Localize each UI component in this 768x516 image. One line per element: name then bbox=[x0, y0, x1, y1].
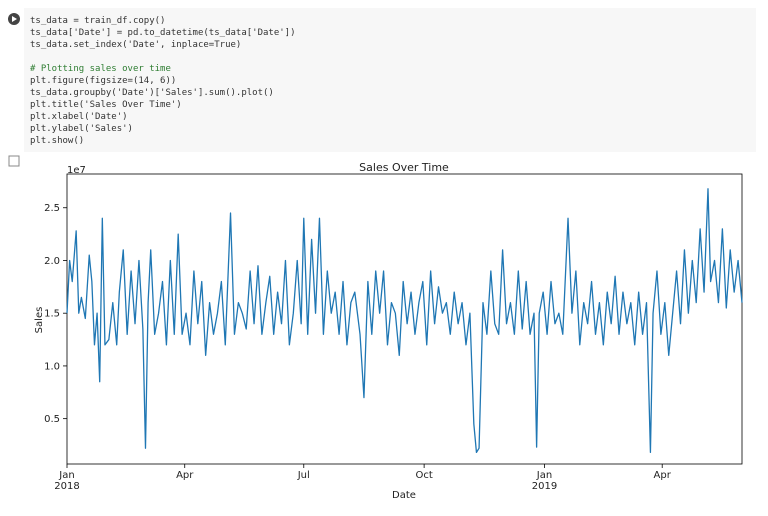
x-tick-label: Apr bbox=[654, 470, 672, 481]
y-tick-label: 2.5 bbox=[44, 203, 60, 214]
output-icon[interactable] bbox=[8, 155, 20, 167]
chart-title: Sales Over Time bbox=[359, 161, 449, 174]
x-year-label: 2018 bbox=[54, 481, 79, 492]
x-tick-label: Jan bbox=[536, 470, 552, 481]
code-line: plt.ylabel('Sales') bbox=[30, 124, 133, 134]
y-tick-label: 1.5 bbox=[44, 309, 60, 320]
code-line: plt.show() bbox=[30, 136, 84, 146]
code-cell bbox=[24, 8, 756, 152]
code-line: ts_data['Date'] = pd.to_datetime(ts_data… bbox=[30, 28, 296, 38]
sales-line bbox=[66, 188, 743, 454]
y-offset-label: 1e7 bbox=[67, 165, 86, 176]
plot-frame bbox=[66, 173, 743, 465]
x-tick-label: Jan bbox=[58, 470, 74, 481]
code-line: plt.figure(figsize=(14, 6)) bbox=[30, 76, 176, 86]
code-line: ts_data = train_df.copy() bbox=[30, 16, 165, 26]
y-tick-label: 2.0 bbox=[44, 256, 60, 267]
y-tick-label: 0.5 bbox=[44, 414, 60, 425]
y-axis-label: Sales bbox=[34, 307, 45, 334]
code-line: ts_data.groupby('Date')['Sales'].sum().p… bbox=[30, 88, 274, 98]
code-line: plt.title('Sales Over Time') bbox=[30, 100, 182, 110]
x-axis-label: Date bbox=[392, 490, 416, 501]
code-line: plt.xlabel('Date') bbox=[30, 112, 128, 122]
x-tick-label: Apr bbox=[176, 470, 194, 481]
code: ts_data = train_df.copy() ts_data['Date'… bbox=[30, 16, 296, 146]
y-tick-label: 1.0 bbox=[44, 361, 60, 372]
x-tick-label: Oct bbox=[415, 470, 432, 481]
code-line: ts_data.set_index('Date', inplace=True) bbox=[30, 40, 241, 50]
run-icon bbox=[12, 16, 17, 22]
x-tick-label: Jul bbox=[297, 470, 310, 481]
code-comment: # Plotting sales over time bbox=[30, 64, 171, 74]
x-year-label: 2019 bbox=[532, 481, 557, 492]
